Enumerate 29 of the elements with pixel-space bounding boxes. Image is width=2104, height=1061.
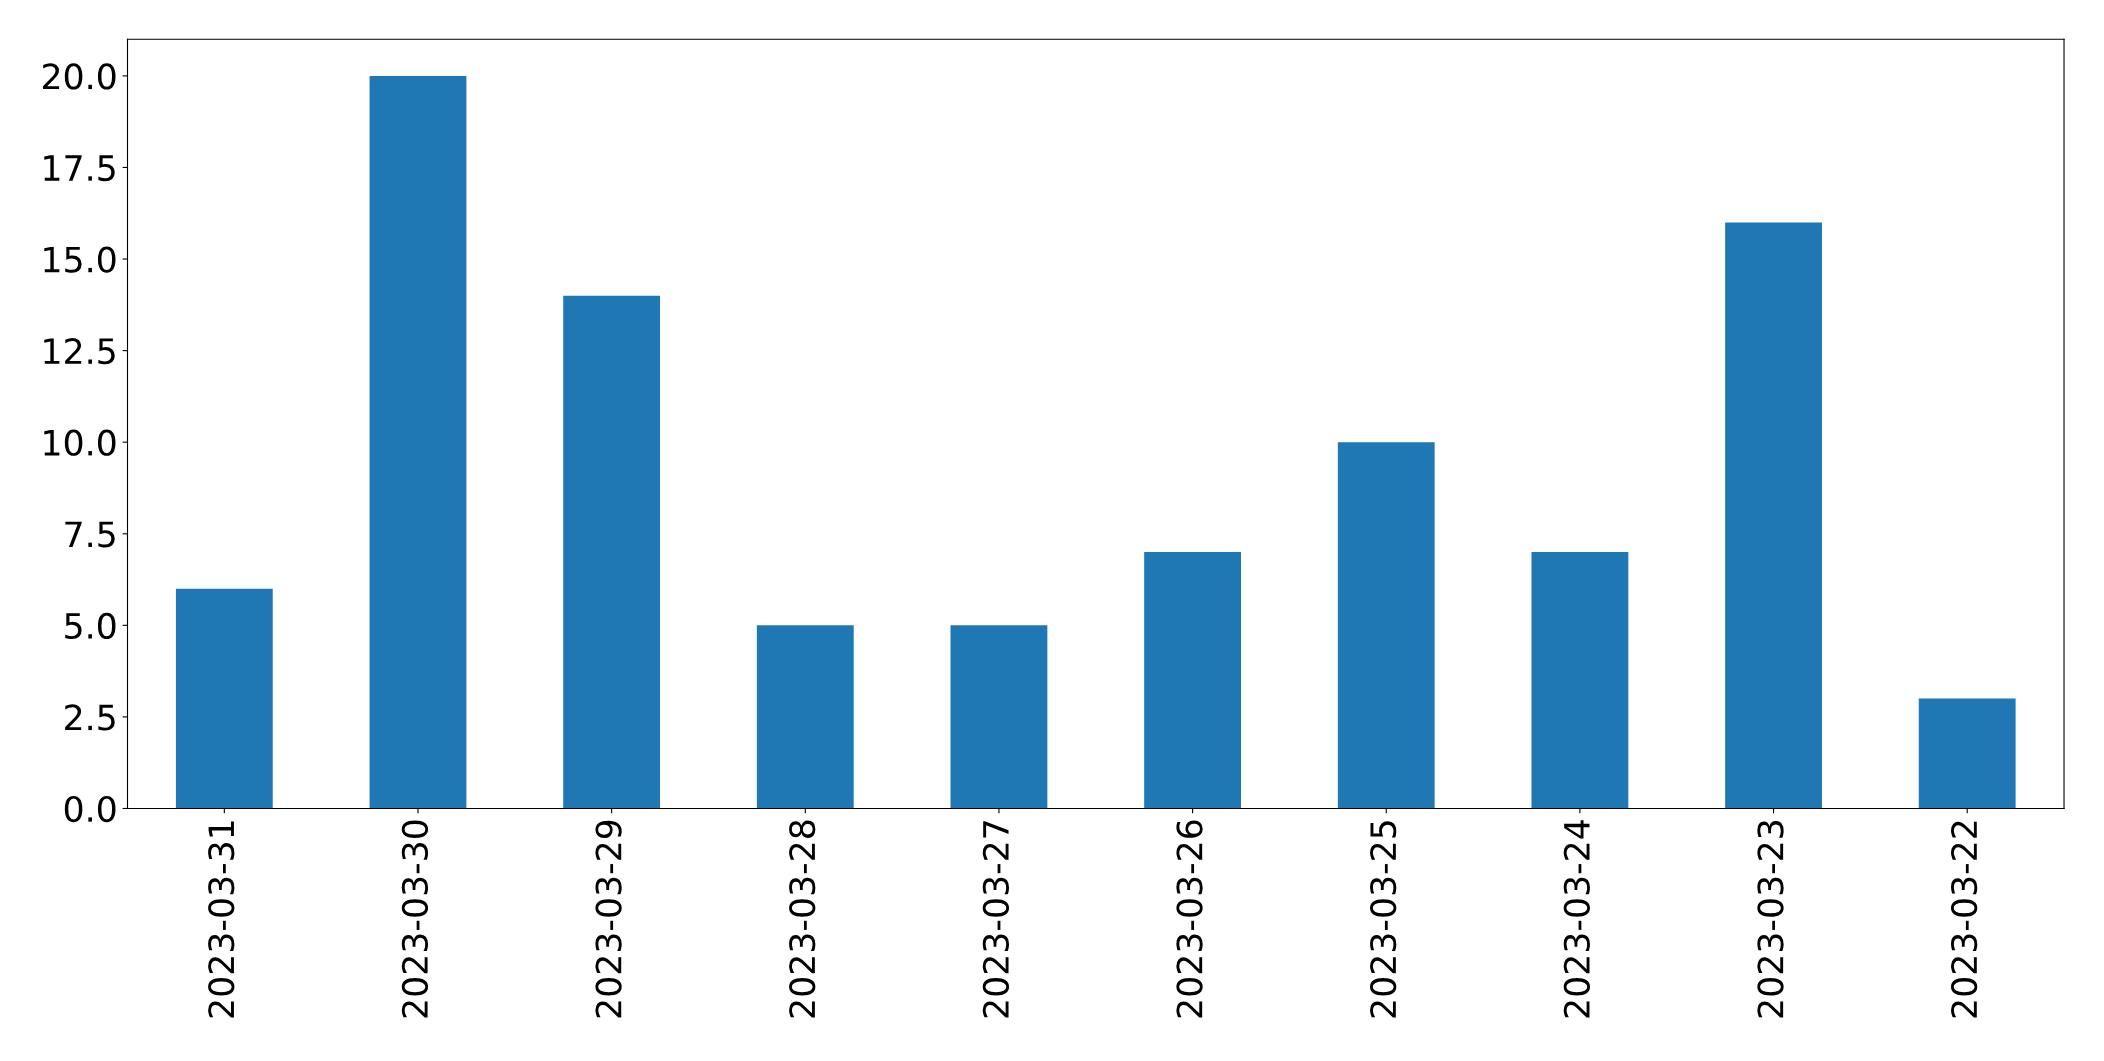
bar — [756, 625, 854, 809]
y-tick-label: 10.0 — [44, 429, 116, 456]
x-tick-label: 2023-03-23 — [1757, 820, 1784, 1018]
x-tick-label: 2023-03-30 — [401, 820, 429, 1018]
x-tick-label: 2023-03-25 — [1370, 821, 1397, 1018]
y-tick-label: 17.5 — [44, 155, 115, 182]
x-tick-label: 2023-03-24 — [1563, 820, 1590, 1018]
y-tick-label: 15.0 — [44, 246, 116, 273]
bar — [1918, 698, 2016, 809]
y-tick-label: 12.5 — [44, 338, 115, 365]
x-tick-label: 2023-03-27 — [982, 821, 1010, 1018]
bar — [1531, 552, 1629, 809]
x-tick-label: 2023-03-28 — [789, 820, 816, 1018]
bar — [950, 625, 1048, 809]
bar — [175, 588, 273, 809]
y-tick-label: 5.0 — [65, 612, 116, 640]
x-tick-label: 2023-03-31 — [208, 821, 235, 1018]
bar — [563, 295, 661, 809]
x-tick-label: 2023-03-26 — [1176, 820, 1203, 1018]
x-tick-label: 2023-03-29 — [595, 820, 622, 1018]
bar — [1144, 552, 1241, 809]
bar — [1337, 442, 1435, 809]
y-tick-label: 20.0 — [43, 63, 116, 90]
bar — [369, 75, 467, 809]
x-tick-label: 2023-03-22 — [1951, 821, 1978, 1018]
y-tick-label: 2.5 — [65, 704, 115, 731]
y-tick-label: 7.5 — [65, 521, 115, 548]
y-tick-label: 0.0 — [64, 795, 116, 823]
bar — [1725, 222, 1822, 809]
